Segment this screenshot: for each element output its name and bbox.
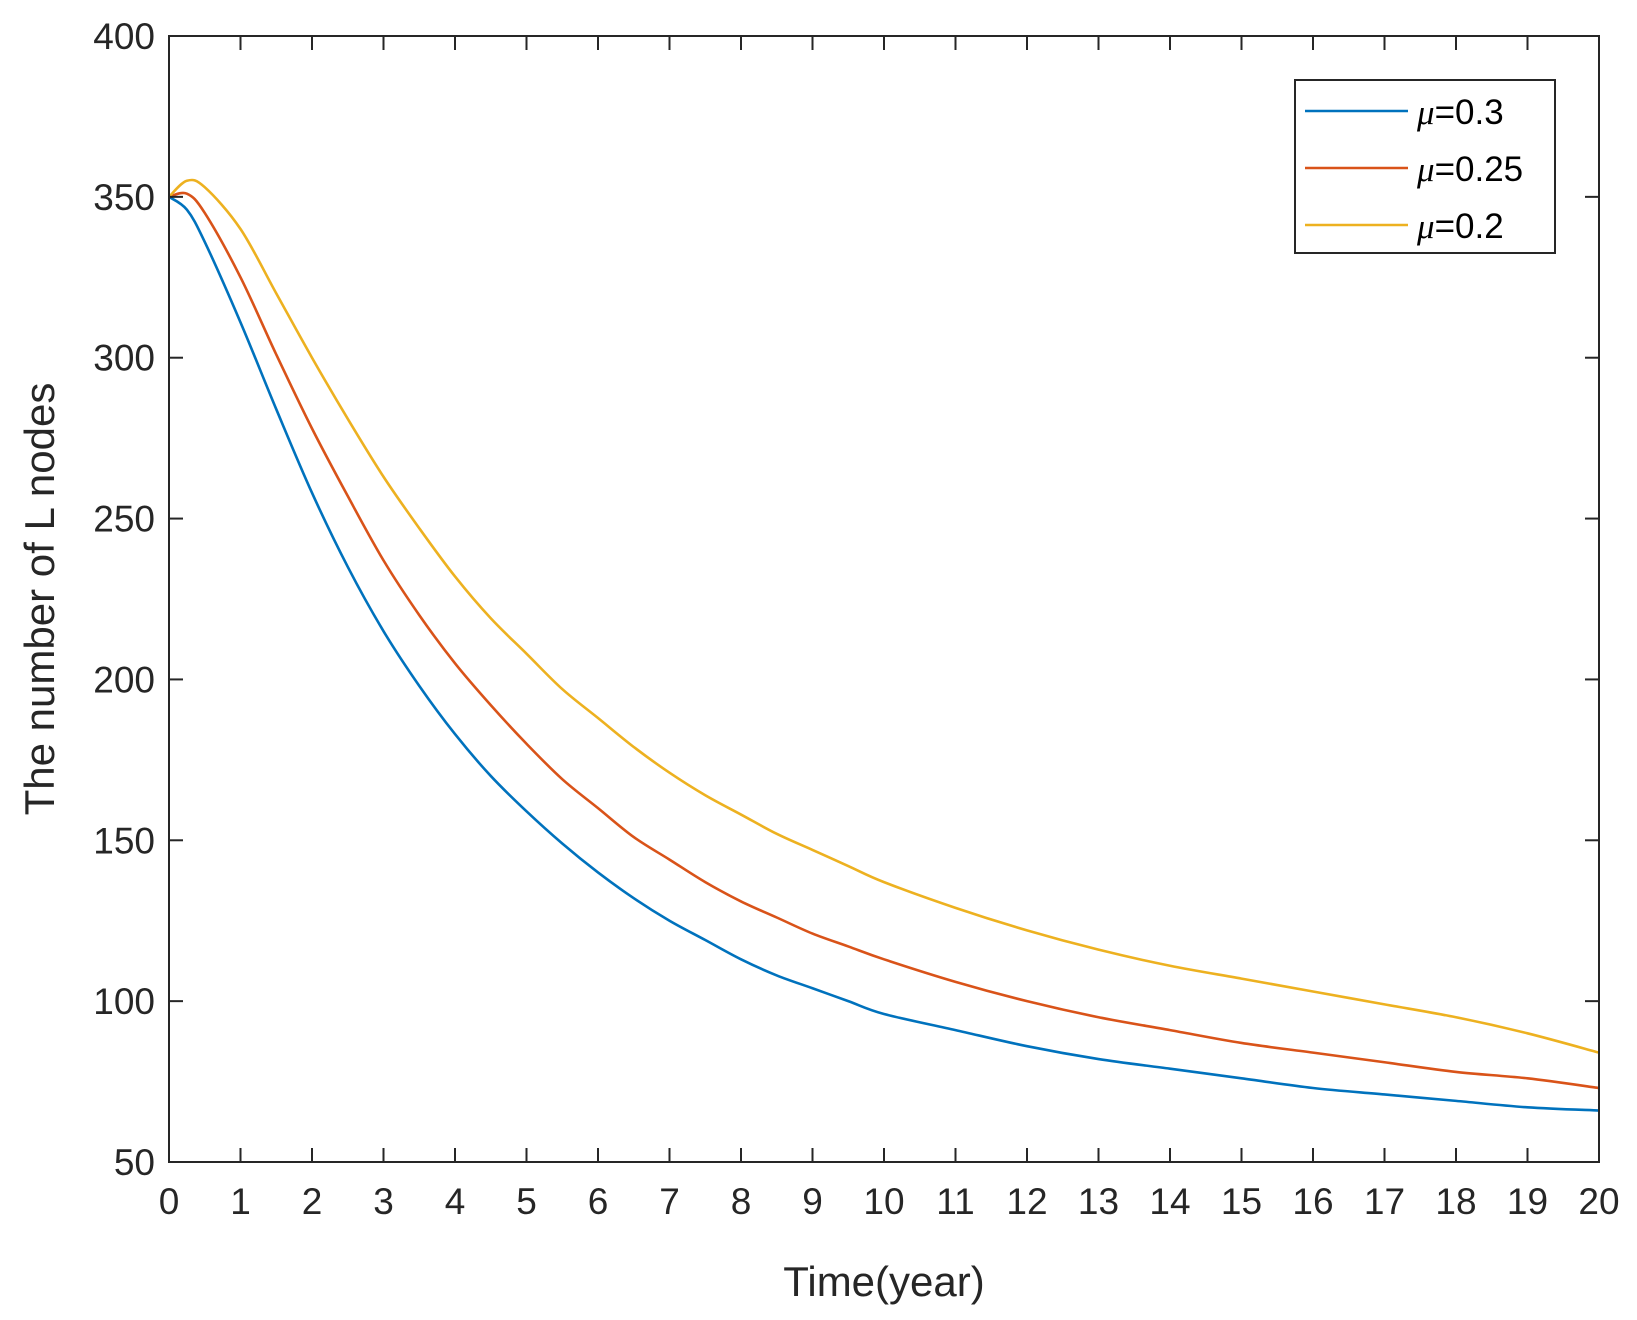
y-tick-label: 250 xyxy=(93,499,155,540)
legend-value: =0.2 xyxy=(1435,207,1504,246)
x-axis-label: Time(year) xyxy=(783,1258,984,1305)
x-tick-label: 11 xyxy=(936,1181,974,1222)
legend-mu-symbol: μ xyxy=(1416,150,1435,189)
legend: μ=0.3μ=0.25μ=0.2 xyxy=(1294,79,1556,254)
y-tick-label: 150 xyxy=(93,820,155,861)
x-tick-label: 4 xyxy=(445,1181,466,1222)
x-tick-label: 14 xyxy=(1149,1181,1190,1222)
series-line-2 xyxy=(168,178,1600,1054)
y-tick-label: 50 xyxy=(114,1142,155,1183)
x-tick-label: 7 xyxy=(659,1181,680,1222)
x-tick-label: 0 xyxy=(159,1181,180,1222)
x-tick-label: 12 xyxy=(1006,1181,1047,1222)
legend-label-1: μ=0.25 xyxy=(1416,150,1523,189)
legend-mu-symbol: μ xyxy=(1416,93,1435,132)
legend-label-0: μ=0.3 xyxy=(1416,93,1504,132)
x-tick-label: 1 xyxy=(230,1181,251,1222)
plot-lines xyxy=(168,178,1600,1112)
plot-frame xyxy=(168,35,1600,1163)
y-tick-label: 200 xyxy=(93,659,155,700)
x-tick-label: 16 xyxy=(1292,1181,1333,1222)
x-tick-label: 2 xyxy=(302,1181,323,1222)
y-tick-label: 100 xyxy=(93,981,155,1022)
x-tick-label: 3 xyxy=(373,1181,394,1222)
y-tick-label: 300 xyxy=(93,338,155,379)
x-tick-label: 8 xyxy=(731,1181,752,1222)
y-tick-label: 400 xyxy=(93,16,155,57)
x-tick-label: 19 xyxy=(1507,1181,1548,1222)
series-line-1 xyxy=(168,191,1600,1090)
legend-value: =0.3 xyxy=(1435,93,1504,132)
x-tick-label: 5 xyxy=(516,1181,537,1222)
tick-labels: 0 1 2 3 4 5 6 7 8 9 10 11 12 13 14 15 16 17 18 19 2050100150… xyxy=(93,16,1619,1222)
legend-items: μ=0.3μ=0.25μ=0.2 xyxy=(1305,93,1523,246)
x-tick-label: 18 xyxy=(1435,1181,1476,1222)
x-tick-label: 9 xyxy=(802,1181,823,1222)
y-axis-label: The number of L nodes xyxy=(16,383,63,816)
x-tick-label: 13 xyxy=(1078,1181,1119,1222)
x-tick-label: 17 xyxy=(1364,1181,1405,1222)
x-tick-label: 15 xyxy=(1221,1181,1262,1222)
x-tick-label: 10 xyxy=(863,1181,904,1222)
x-tick-label: 20 xyxy=(1578,1181,1619,1222)
legend-value: =0.25 xyxy=(1435,150,1524,189)
x-tick-label: 6 xyxy=(588,1181,609,1222)
legend-label-2: μ=0.2 xyxy=(1416,207,1504,246)
y-tick-label: 350 xyxy=(93,177,155,218)
series-line-0 xyxy=(168,195,1600,1112)
legend-mu-symbol: μ xyxy=(1416,207,1435,246)
